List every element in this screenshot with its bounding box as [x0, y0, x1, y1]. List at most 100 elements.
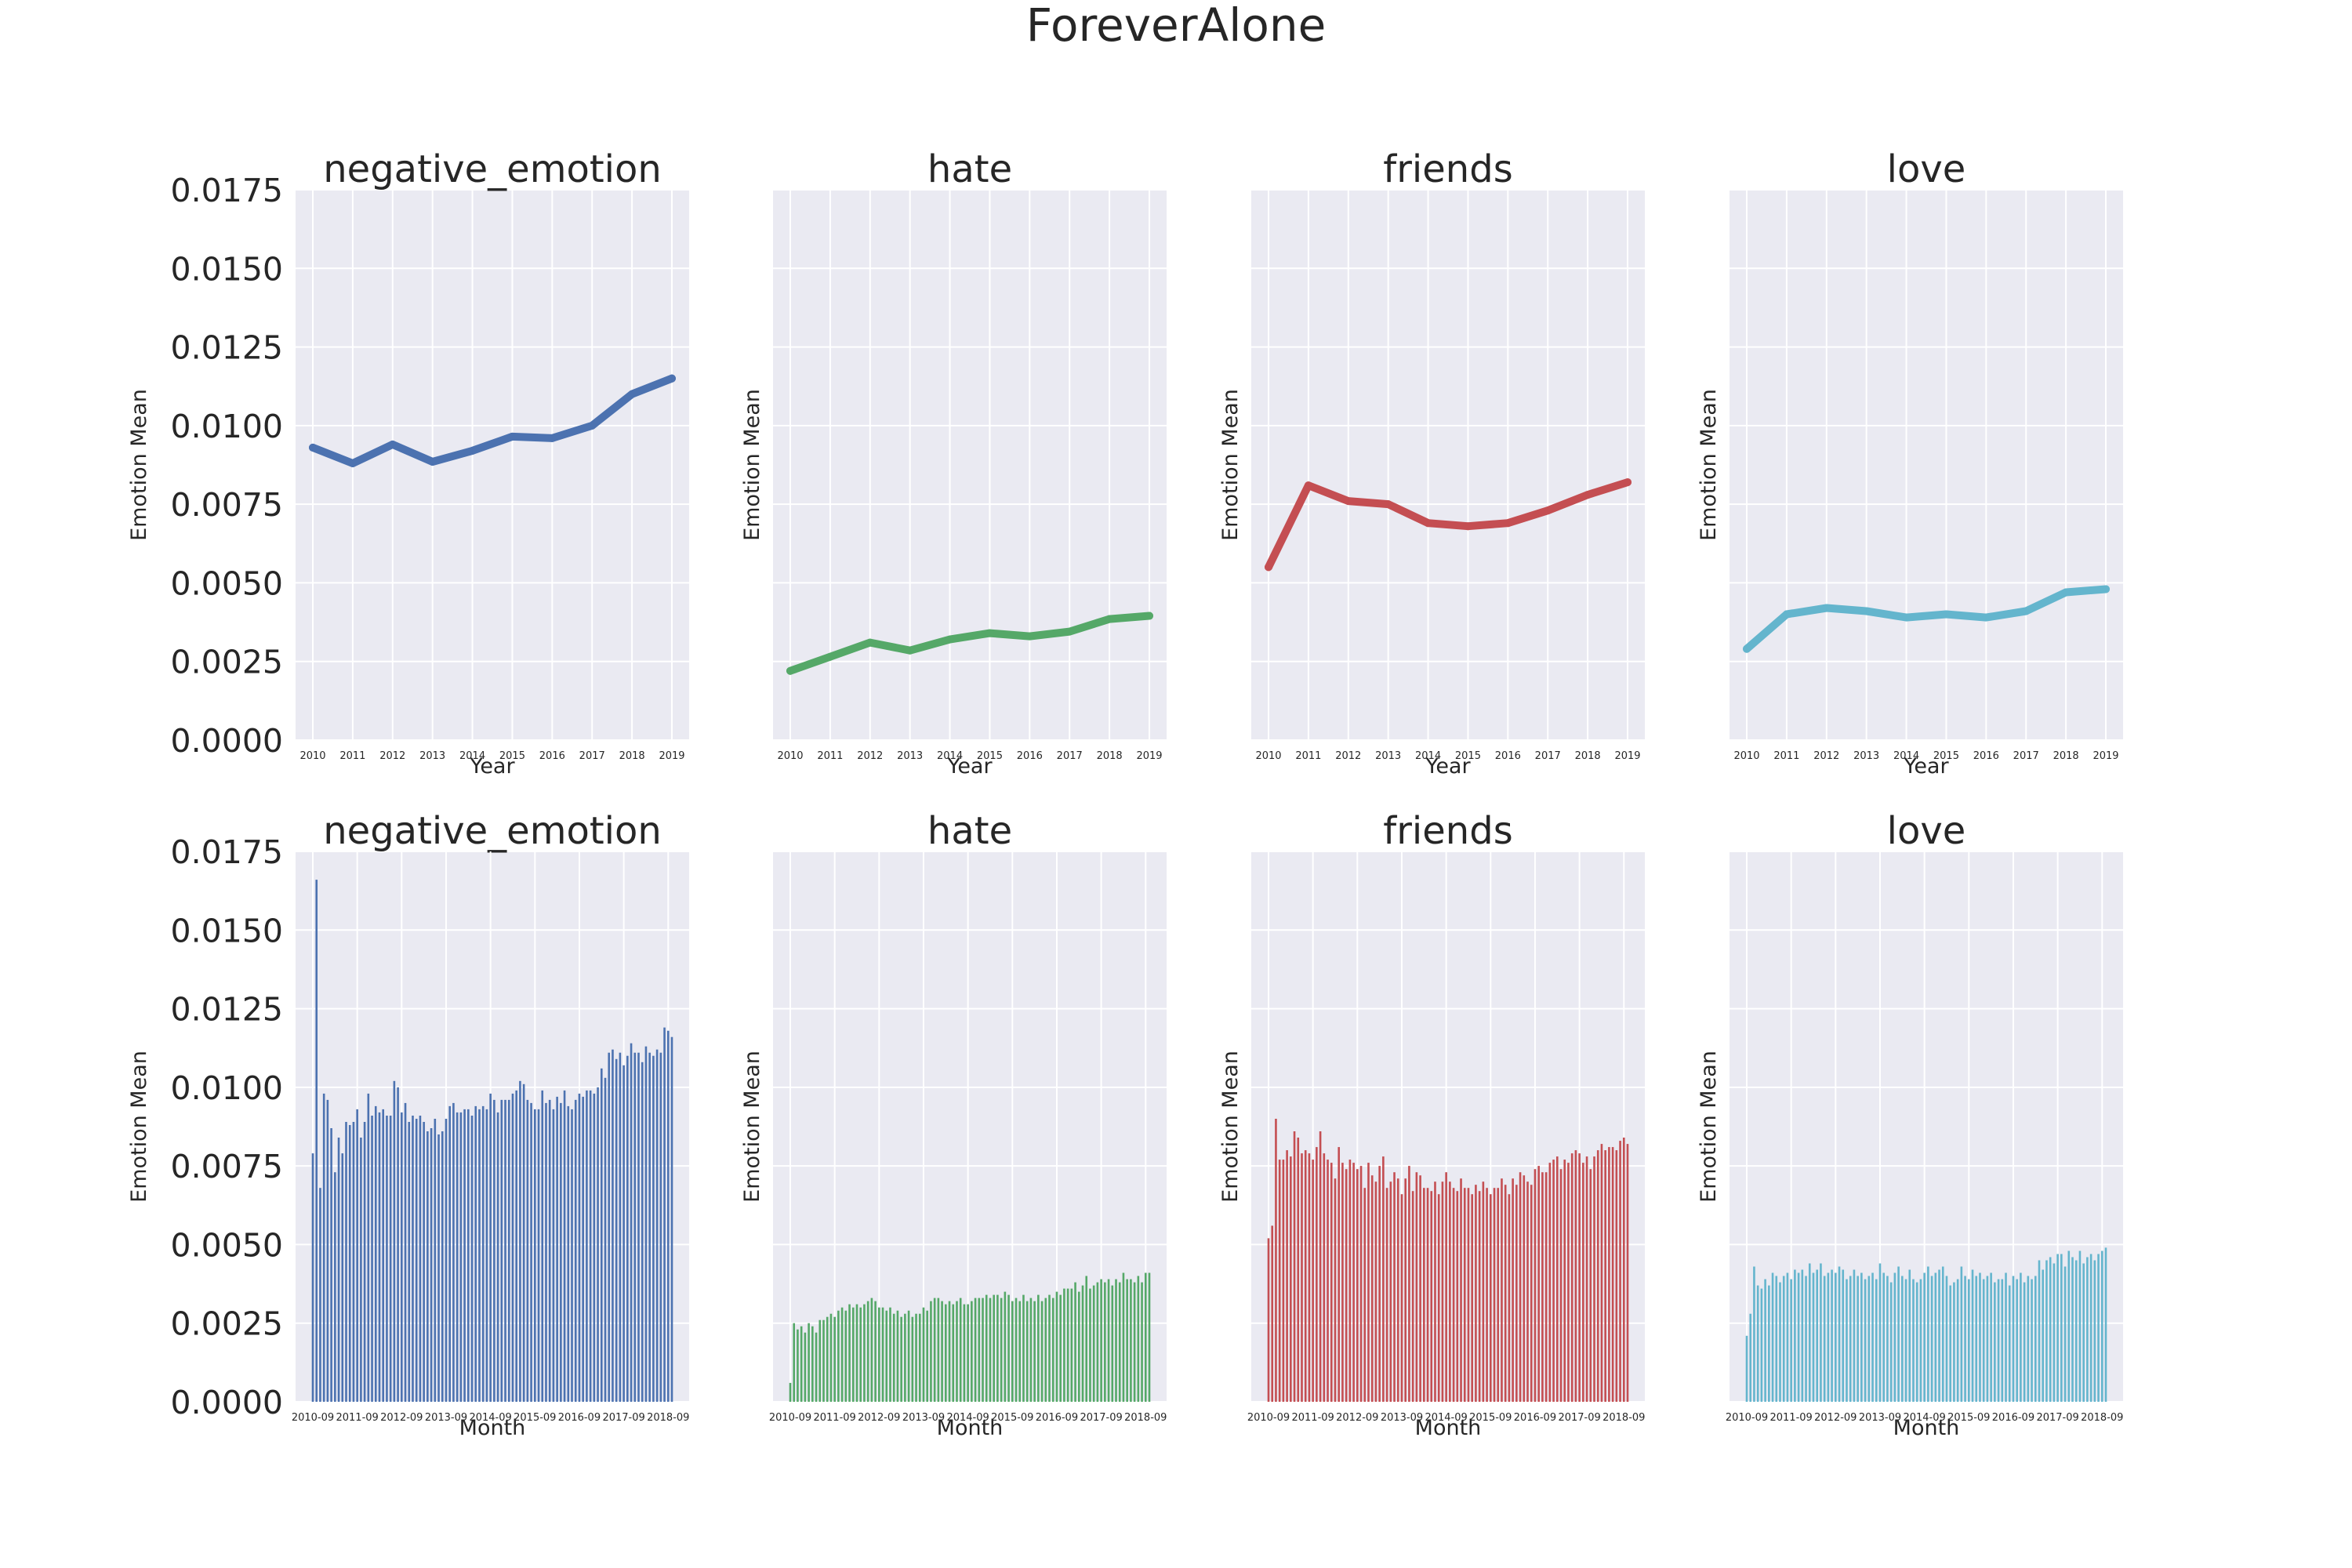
bar [933, 1298, 936, 1402]
bar [567, 1105, 570, 1402]
bar [1345, 1169, 1348, 1402]
x-tick-label: 2013-09 [902, 1412, 945, 1424]
bar [1467, 1188, 1470, 1402]
bar [1838, 1266, 1841, 1402]
x-tick-label: 2014 [459, 750, 485, 762]
bar [467, 1109, 470, 1402]
data-point [906, 646, 914, 655]
bar [589, 1090, 592, 1402]
x-axis-label: Month [1893, 1416, 1960, 1440]
bar [2053, 1263, 2056, 1402]
bar [822, 1319, 825, 1402]
x-tick-label: 2014-09 [469, 1412, 511, 1424]
bar [496, 1112, 499, 1402]
bar [478, 1109, 481, 1402]
data-point [826, 652, 834, 661]
bar [619, 1052, 622, 1402]
bar [1037, 1294, 1040, 1402]
x-tick-label: 2014-09 [1425, 1412, 1467, 1424]
bar [904, 1313, 906, 1402]
bar [1130, 1279, 1132, 1402]
bar [1051, 1298, 1054, 1402]
x-tick-label: 2011-09 [813, 1412, 855, 1424]
bar [666, 1030, 670, 1402]
bar [1367, 1163, 1370, 1402]
bar [833, 1316, 836, 1402]
bar [797, 1329, 799, 1402]
x-tick-label: 2014 [937, 750, 963, 762]
data-point [548, 434, 557, 442]
bar [1278, 1160, 1281, 1402]
bar [504, 1099, 506, 1402]
data-point [1464, 522, 1472, 531]
bar [2097, 1254, 2100, 1402]
chart-panel-love-bar: Emotion Mean Month love 2010-09 2011-09 2012-… [1697, 809, 2123, 1440]
x-tick-label: 2016 [539, 750, 565, 762]
data-point [1942, 610, 1951, 619]
bar [552, 1109, 555, 1402]
bar [1915, 1282, 1918, 1402]
data-point [1424, 519, 1432, 528]
bar [1938, 1269, 1940, 1402]
bar [560, 1102, 562, 1402]
bar [952, 1304, 955, 1402]
bar [311, 1153, 314, 1402]
bar [330, 1128, 332, 1402]
x-axis-label: Year [946, 754, 993, 779]
bar [655, 1049, 659, 1402]
bar [1389, 1181, 1392, 1402]
bar [470, 1116, 474, 1402]
bar [511, 1093, 514, 1402]
bar [1301, 1153, 1303, 1402]
bar [519, 1080, 521, 1402]
data-point [508, 432, 517, 441]
bar [545, 1102, 547, 1402]
bar [389, 1116, 392, 1402]
x-tick-label: 2012-09 [380, 1412, 423, 1424]
bar [371, 1116, 373, 1402]
bar [1582, 1163, 1584, 1402]
y-axis-label: Emotion Mean [127, 1051, 151, 1203]
bar [1286, 1150, 1288, 1402]
panel-title: love [1887, 147, 1966, 191]
data-point [985, 629, 994, 637]
bar [1445, 1172, 1447, 1402]
y-axis-label: Emotion Mean [1697, 1051, 1721, 1203]
bar [2045, 1260, 2048, 1402]
bar [597, 1087, 599, 1402]
bar [1608, 1147, 1610, 1402]
data-point [428, 457, 437, 466]
bar [1534, 1169, 1537, 1402]
bar [1889, 1282, 1893, 1402]
y-tick-label: 0.0150 [171, 250, 283, 288]
bar [322, 1093, 325, 1402]
data-point [2102, 585, 2110, 593]
bar [1059, 1294, 1062, 1402]
y-tick-label: 0.0075 [171, 1148, 283, 1185]
x-tick-label: 2018 [2053, 750, 2079, 762]
bar [1352, 1163, 1355, 1402]
bar [2016, 1279, 2018, 1402]
data-point [1544, 506, 1552, 515]
bar [826, 1316, 829, 1402]
x-tick-label: 2017-09 [1080, 1412, 1122, 1424]
x-tick-label: 2010-09 [1247, 1412, 1290, 1424]
plot-area [1730, 851, 2123, 1402]
bar [2034, 1276, 2037, 1402]
bar [1126, 1279, 1128, 1402]
bar [1949, 1285, 1951, 1402]
x-tick-label: 2012 [1813, 750, 1839, 762]
bar [2093, 1260, 2096, 1402]
bar [2020, 1272, 2022, 1402]
bar [1404, 1178, 1406, 1402]
bar [1100, 1279, 1102, 1402]
x-axis-label: Year [1903, 754, 1949, 779]
bar [386, 1116, 388, 1402]
bar [441, 1131, 444, 1402]
bar [337, 1138, 340, 1402]
bar [1908, 1269, 1911, 1402]
bar [404, 1102, 407, 1402]
bar [648, 1052, 651, 1402]
bar [2042, 1269, 2045, 1402]
bar [1574, 1150, 1577, 1402]
